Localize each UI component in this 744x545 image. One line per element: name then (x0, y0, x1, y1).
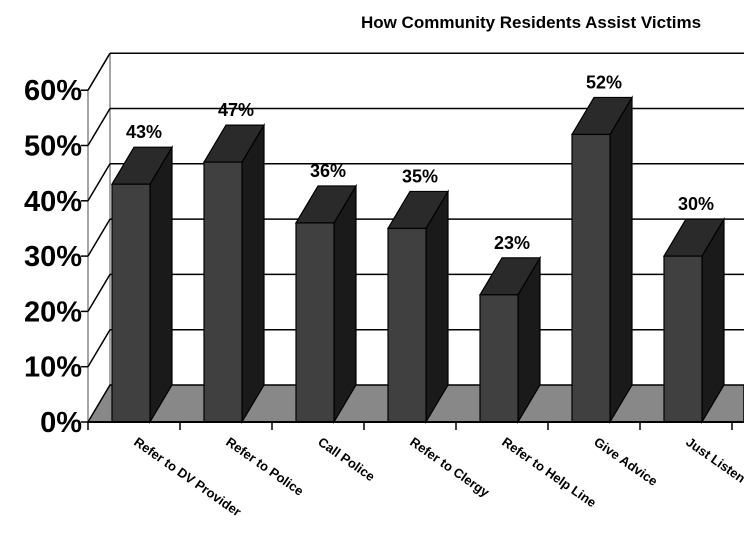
data-label: 23% (494, 233, 530, 253)
y-tick-label: 0% (40, 407, 82, 439)
bar (570, 95, 634, 425)
data-labels: 43% 47% 36% 35% 23% 52% 30% (126, 72, 714, 252)
bar-front (663, 255, 703, 423)
y-tick-label: 50% (24, 131, 82, 163)
x-tick-label: Call Police (315, 434, 377, 484)
bars (110, 95, 726, 425)
x-tick-label: Give Advice (591, 434, 660, 489)
side-gridline (87, 218, 111, 257)
x-tick-label: Refer to Help Line (499, 434, 599, 510)
y-tick-label: 30% (24, 241, 82, 273)
bar-front (111, 183, 151, 423)
data-label: 47% (218, 100, 254, 120)
side-gridline (87, 108, 111, 146)
x-tick-label: Just Listen (683, 434, 744, 486)
chart-title: How Community Residents Assist Victims (361, 13, 701, 32)
bar-side (425, 189, 449, 425)
bar (294, 183, 358, 425)
bar (386, 189, 450, 425)
x-tick-label: Refer to Police (223, 434, 306, 499)
bar (202, 122, 266, 425)
data-label: 35% (402, 166, 438, 186)
data-label: 43% (126, 122, 162, 142)
y-tick-label: 10% (24, 352, 82, 384)
bar (110, 145, 174, 425)
bar (662, 216, 726, 425)
bar-front (203, 161, 243, 423)
bar-front (295, 222, 335, 423)
bar-side (241, 122, 265, 425)
bar (478, 255, 542, 425)
bar-side (333, 183, 357, 425)
y-tick-label: 20% (24, 296, 82, 328)
bar-front (571, 133, 611, 423)
x-tick-label: Refer to Clergy (407, 434, 493, 500)
side-gridline (87, 329, 111, 368)
data-label: 30% (678, 194, 714, 214)
bar-front (479, 294, 519, 423)
y-axis: 0% 10% 20% 30% 40% 50% 60% (24, 75, 88, 439)
bar-side (609, 95, 633, 425)
data-label: 52% (586, 72, 622, 92)
data-label: 36% (310, 161, 346, 181)
bar-front (387, 227, 427, 423)
y-tick-label: 60% (24, 75, 82, 107)
side-gridline (87, 52, 111, 91)
y-tick-label: 40% (24, 186, 82, 218)
bar-side (149, 145, 173, 425)
side-gridline (87, 163, 111, 202)
side-gridline (87, 274, 111, 312)
